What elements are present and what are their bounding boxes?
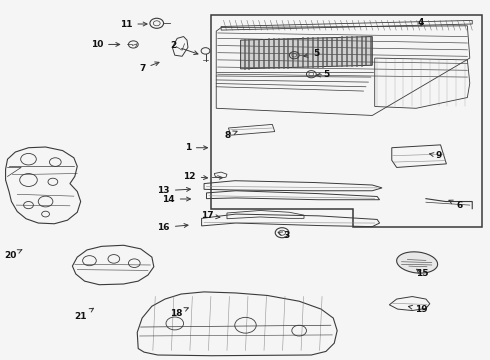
Text: 3: 3 xyxy=(278,231,290,240)
Text: 17: 17 xyxy=(201,211,220,220)
Text: 6: 6 xyxy=(449,200,463,210)
Text: 14: 14 xyxy=(162,194,191,203)
Text: 11: 11 xyxy=(120,19,147,28)
Text: 7: 7 xyxy=(139,62,159,73)
Text: 13: 13 xyxy=(157,186,191,195)
Text: 10: 10 xyxy=(91,40,120,49)
Text: 20: 20 xyxy=(4,250,22,260)
Text: 5: 5 xyxy=(304,49,319,58)
Polygon shape xyxy=(241,37,372,69)
Text: 12: 12 xyxy=(183,172,207,181)
Text: 18: 18 xyxy=(170,308,188,318)
Text: 4: 4 xyxy=(418,18,424,27)
Text: 1: 1 xyxy=(185,143,207,152)
Text: 2: 2 xyxy=(170,41,198,55)
Text: 16: 16 xyxy=(157,223,188,232)
Ellipse shape xyxy=(396,252,438,273)
Text: 19: 19 xyxy=(409,305,428,314)
Text: 21: 21 xyxy=(74,308,94,321)
Text: 8: 8 xyxy=(224,131,237,140)
Text: 5: 5 xyxy=(317,70,330,79)
Text: 15: 15 xyxy=(416,269,429,278)
Text: 9: 9 xyxy=(430,151,442,160)
